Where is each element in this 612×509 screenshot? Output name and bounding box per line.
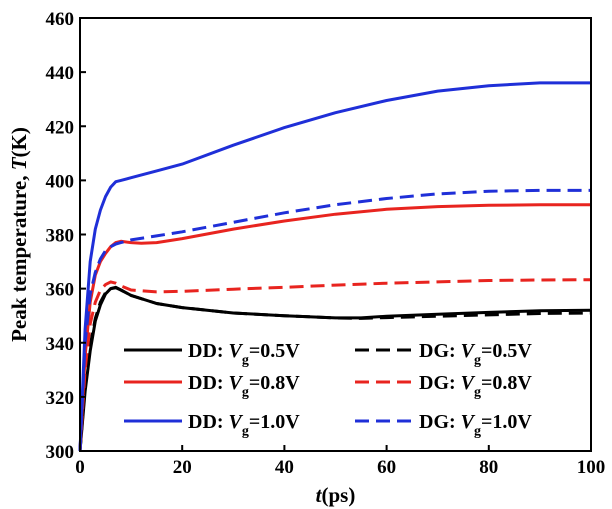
legend-label-var: V	[461, 372, 476, 394]
y-tick-label: 360	[46, 280, 75, 301]
y-axis-title: Peak temperature, T(K)	[7, 127, 31, 342]
x-axis-title-unit: (ps)	[322, 483, 356, 507]
legend-label-sub: g	[474, 353, 481, 368]
series-line-4	[78, 278, 592, 452]
x-tick-label: 100	[577, 457, 606, 478]
legend-label-2: DG: Vg=0.5V	[419, 340, 532, 368]
legend-label-prefix: DG:	[419, 372, 461, 394]
legend-label-sub: g	[242, 353, 249, 368]
legend-label-sub: g	[242, 385, 249, 400]
legend-label-prefix: DD:	[188, 340, 229, 362]
legend-label-prefix: DD:	[188, 411, 229, 433]
legend-label-prefix: DG:	[419, 411, 461, 433]
x-tick-label: 60	[377, 457, 396, 478]
legend-label-var: V	[229, 411, 244, 433]
y-axis-title-unit: (K)	[7, 127, 31, 157]
y-tick-label: 340	[46, 334, 75, 355]
y-tick-label: 380	[46, 226, 75, 247]
y-tick-label: 320	[46, 388, 75, 409]
x-tick-label: 20	[173, 457, 192, 478]
legend-label-var: V	[461, 411, 476, 433]
x-tick-label: 40	[275, 457, 294, 478]
x-tick-label: 0	[75, 457, 85, 478]
x-axis-title-var: t	[316, 483, 323, 507]
y-tick-label: 440	[46, 63, 75, 84]
plot-lines	[78, 81, 592, 452]
legend-label-sub: g	[474, 385, 481, 400]
legend-label-6: DG: Vg=1.0V	[419, 411, 532, 439]
legend-label-prefix: DD:	[188, 372, 229, 394]
legend-label-var: V	[461, 340, 476, 362]
legend-label-sub: g	[474, 424, 481, 439]
legend-label-sub: g	[242, 424, 249, 439]
y-tick-label: 300	[46, 442, 75, 463]
legend-label-value: =0.5V	[481, 340, 532, 362]
y-tick-label: 460	[46, 9, 75, 30]
legend-label-value: =1.0V	[481, 411, 532, 433]
legend-label-5: DD: Vg=1.0V	[188, 411, 300, 439]
x-tick-label: 80	[479, 457, 498, 478]
x-axis-title: t(ps)	[316, 483, 356, 507]
series-line-5	[78, 81, 591, 452]
legend-label-value: =0.5V	[249, 340, 300, 362]
y-tick-label: 420	[46, 117, 75, 138]
axis-ticks: 0 20 40 60 80 100 300 320 340 360 380 400 420 440 460	[46, 9, 606, 478]
y-axis-title-var: T	[7, 156, 31, 170]
legend-label-value: =0.8V	[249, 372, 300, 394]
legend-label-var: V	[229, 340, 244, 362]
legend-label-value: =0.8V	[481, 372, 532, 394]
legend-label-4: DG: Vg=0.8V	[419, 372, 532, 400]
legend-label-value: =1.0V	[249, 411, 300, 433]
legend-label-var: V	[229, 372, 244, 394]
legend-label-3: DD: Vg=0.8V	[188, 372, 300, 400]
legend-label-prefix: DG:	[419, 340, 461, 362]
y-axis-title-main: Peak temperature,	[7, 170, 31, 342]
series-line-6	[78, 188, 591, 452]
legend-label-1: DD: Vg=0.5V	[188, 340, 300, 368]
y-tick-label: 400	[46, 171, 75, 192]
series-line-2	[78, 286, 592, 452]
